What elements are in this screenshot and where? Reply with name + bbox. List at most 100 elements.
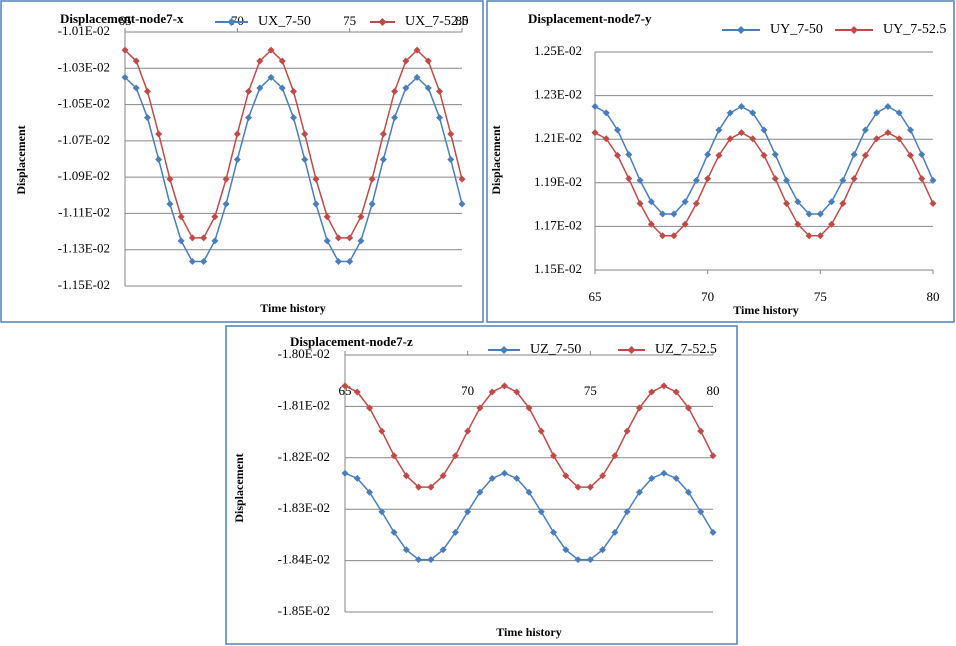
data-point xyxy=(366,404,374,412)
data-point xyxy=(476,404,484,412)
data-point xyxy=(611,528,619,536)
data-point xyxy=(402,472,410,480)
chart-frame xyxy=(0,0,484,323)
y-tick-label: -1.03E-02 xyxy=(58,59,110,74)
data-point xyxy=(537,427,545,435)
y-tick-label: -1.01E-02 xyxy=(58,23,110,38)
x-tick-label: 80 xyxy=(456,13,469,28)
chart-frame xyxy=(225,325,738,645)
data-point xyxy=(143,114,151,122)
data-point xyxy=(635,488,643,496)
data-point xyxy=(488,388,496,396)
data-point xyxy=(458,175,466,183)
data-point xyxy=(346,234,354,242)
y-tick-label: 1.23E-02 xyxy=(534,87,582,102)
data-point xyxy=(211,237,219,245)
chart-frame xyxy=(486,0,955,323)
y-tick-label: -1.13E-02 xyxy=(58,241,110,256)
data-point xyxy=(550,452,558,460)
y-tick-label: 1.17E-02 xyxy=(534,217,582,232)
data-point xyxy=(312,200,320,208)
legend-marker xyxy=(627,346,636,354)
data-point xyxy=(500,382,508,390)
x-tick-label: 75 xyxy=(343,13,356,28)
data-point xyxy=(659,232,667,240)
data-point xyxy=(850,175,858,183)
data-point xyxy=(591,129,599,137)
data-point xyxy=(341,469,349,477)
y-tick-label: -1.82E-02 xyxy=(278,449,330,464)
data-point xyxy=(586,483,594,491)
legend-marker xyxy=(227,18,236,26)
data-point xyxy=(839,176,847,184)
data-point xyxy=(346,258,354,266)
data-point xyxy=(760,126,768,134)
data-point xyxy=(488,474,496,482)
y-tick-label: -1.81E-02 xyxy=(278,397,330,412)
y-tick-label: 1.15E-02 xyxy=(534,261,582,276)
data-point xyxy=(267,46,275,54)
data-point xyxy=(715,126,723,134)
data-point xyxy=(771,175,779,183)
data-point xyxy=(647,198,655,206)
data-point xyxy=(760,151,768,159)
legend-label: UY_7-50 xyxy=(770,22,823,37)
data-point xyxy=(256,84,264,92)
data-point xyxy=(378,427,386,435)
data-point xyxy=(166,200,174,208)
data-point xyxy=(704,175,712,183)
data-point xyxy=(614,151,622,159)
legend-marker xyxy=(850,26,858,34)
data-point xyxy=(636,200,644,208)
data-point xyxy=(155,130,163,138)
data-point xyxy=(704,150,712,158)
data-point xyxy=(413,46,421,54)
data-point xyxy=(451,452,459,460)
data-point xyxy=(648,388,656,396)
data-point xyxy=(368,175,376,183)
data-point xyxy=(726,109,734,117)
data-point xyxy=(574,483,582,491)
data-point xyxy=(884,129,892,137)
y-tick-label: 1.21E-02 xyxy=(534,130,582,145)
data-point xyxy=(390,528,398,536)
data-point xyxy=(625,150,633,158)
chart-title: Displacement-node7-x xyxy=(60,11,184,26)
data-point xyxy=(439,472,447,480)
data-point xyxy=(451,528,459,536)
data-point xyxy=(245,114,253,122)
data-point xyxy=(660,469,668,477)
data-point xyxy=(391,114,399,122)
data-point xyxy=(635,404,643,412)
data-point xyxy=(334,258,342,266)
data-point xyxy=(402,546,410,554)
data-point xyxy=(873,109,881,117)
data-point xyxy=(850,150,858,158)
data-point xyxy=(715,151,723,159)
data-point xyxy=(709,452,717,460)
data-point xyxy=(906,151,914,159)
data-point xyxy=(132,84,140,92)
x-tick-label: 70 xyxy=(461,383,474,398)
data-point xyxy=(861,126,869,134)
data-point xyxy=(625,175,633,183)
data-point xyxy=(447,156,455,164)
data-point xyxy=(155,156,163,164)
data-point xyxy=(670,232,678,240)
y-tick-label: -1.09E-02 xyxy=(58,168,110,183)
data-point xyxy=(895,109,903,117)
data-point xyxy=(290,87,297,95)
data-point xyxy=(861,151,869,159)
data-point xyxy=(439,546,447,554)
data-point xyxy=(402,84,410,92)
data-point xyxy=(188,258,196,266)
x-tick-label: 65 xyxy=(119,13,132,28)
data-point xyxy=(222,175,230,183)
data-point xyxy=(233,130,241,138)
data-point xyxy=(602,135,610,143)
data-point xyxy=(436,114,444,122)
data-point xyxy=(233,156,241,164)
data-point xyxy=(436,87,444,95)
data-point xyxy=(794,220,802,228)
data-point xyxy=(424,57,432,65)
